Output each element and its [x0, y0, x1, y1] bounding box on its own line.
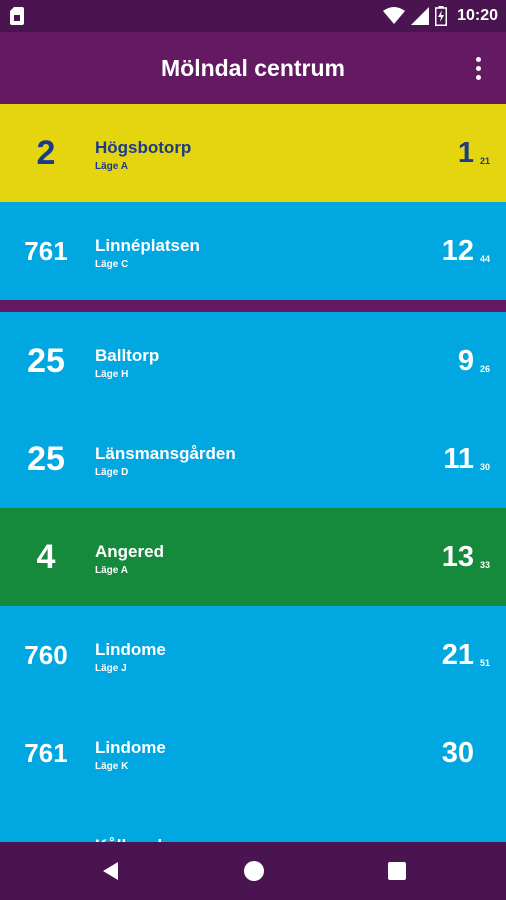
- next-departure-minutes: 51: [480, 658, 491, 668]
- status-bar: 10:20: [0, 0, 506, 32]
- minutes-until-departure: 21: [441, 639, 474, 671]
- departure-row[interactable]: 760 Lindome Läge J 21 51: [0, 606, 506, 704]
- minutes-until-departure: 9: [457, 345, 474, 377]
- more-vert-icon[interactable]: [466, 54, 490, 82]
- stop-position: Läge K: [95, 761, 129, 772]
- next-departure-minutes: 33: [480, 560, 491, 570]
- stop-position: Läge J: [95, 663, 127, 674]
- cellular-signal-icon: [411, 7, 430, 25]
- wifi-icon: [383, 7, 406, 24]
- destination-name: Lindome: [95, 738, 166, 757]
- line-number: 4: [36, 538, 56, 576]
- minutes-until-departure: 11: [443, 443, 474, 475]
- stop-position: Läge H: [95, 369, 129, 380]
- minutes-until-departure: 13: [441, 541, 474, 573]
- next-departure-minutes: 21: [480, 156, 491, 166]
- page-title: Mölndal centrum: [160, 55, 345, 81]
- next-departure-minutes: 26: [480, 364, 491, 374]
- departure-row[interactable]: 25 Balltorp Läge H 9 26: [0, 312, 506, 410]
- line-number: [0, 802, 92, 842]
- destination-name: Balltorp: [95, 346, 160, 365]
- line-number: 761: [24, 236, 68, 266]
- line-number: 760: [24, 640, 68, 670]
- line-number: 25: [27, 440, 65, 478]
- minutes-until-departure: 30: [441, 737, 474, 769]
- battery-charging-icon: [435, 6, 448, 26]
- departure-row[interactable]: 25 Länsmansgården Läge D 11 30: [0, 410, 506, 508]
- minutes-until-departure: 12: [441, 235, 474, 267]
- destination-name: Linnéplatsen: [95, 236, 200, 255]
- section-divider: [0, 300, 506, 312]
- line-number: 2: [36, 134, 56, 172]
- stop-position: Läge A: [95, 161, 128, 172]
- stop-position: Läge C: [95, 259, 129, 270]
- destination-name: Lindome: [95, 640, 166, 659]
- next-departure-minutes: 30: [480, 462, 491, 472]
- stop-position: Läge D: [95, 467, 129, 478]
- departure-row[interactable]: 761 Linnéplatsen Läge C 12 44: [0, 202, 506, 300]
- destination-name: Länsmansgården: [95, 444, 236, 463]
- departure-row[interactable]: Kållered: [0, 802, 506, 842]
- navigation-bar: [0, 842, 506, 900]
- destination-name: Angered: [95, 542, 164, 561]
- destination-name: Högsbotorp: [95, 138, 192, 157]
- back-icon[interactable]: [98, 858, 124, 884]
- line-number: 25: [27, 342, 65, 380]
- home-icon[interactable]: [241, 858, 267, 884]
- sim-card-icon: [10, 7, 24, 25]
- next-departure-minutes: 44: [480, 254, 491, 264]
- departure-list[interactable]: 2 Högsbotorp Läge A 1 21 761 Linnéplatsen Läge …: [0, 104, 506, 842]
- recents-icon[interactable]: [384, 858, 410, 884]
- departure-row[interactable]: 2 Högsbotorp Läge A 1 21: [0, 104, 506, 202]
- minutes-until-departure: 1: [457, 137, 474, 169]
- departure-row[interactable]: 4 Angered Läge A 13 33: [0, 508, 506, 606]
- line-number: 761: [24, 738, 68, 768]
- clock: 10:20: [457, 7, 498, 24]
- app-bar: Mölndal centrum: [0, 32, 506, 104]
- stop-position: Läge A: [95, 565, 128, 576]
- destination-name: Kållered: [95, 836, 162, 842]
- departure-row[interactable]: 761 Lindome Läge K 30: [0, 704, 506, 802]
